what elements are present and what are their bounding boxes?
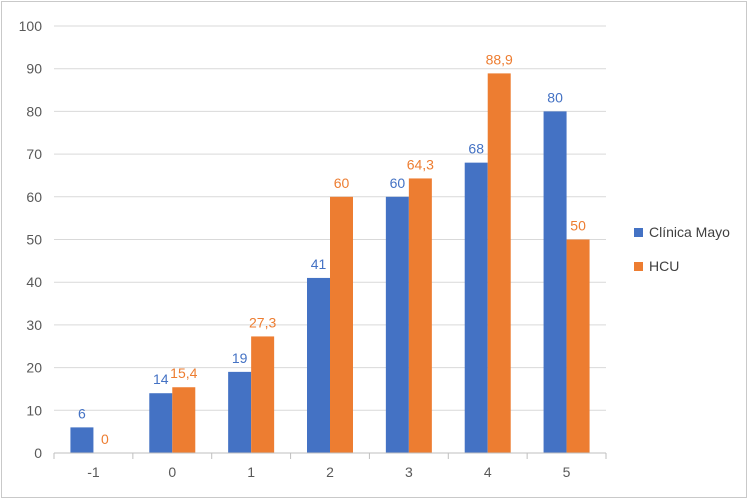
legend: Clínica Mayo HCU xyxy=(634,224,730,274)
bar-clinica-mayo xyxy=(307,277,330,453)
y-tick-label: 30 xyxy=(26,317,42,333)
data-label-clinica-mayo: 60 xyxy=(390,175,406,191)
x-tick-label: 3 xyxy=(405,464,413,480)
legend-swatch-clinica-mayo xyxy=(634,228,643,237)
data-label-hcu: 64,3 xyxy=(407,156,434,172)
y-tick-label: 70 xyxy=(26,146,42,162)
bar-clinica-mayo xyxy=(149,393,173,453)
bar-hcu xyxy=(566,239,590,453)
x-tick-label: 0 xyxy=(168,464,176,480)
legend-label-clinica-mayo: Clínica Mayo xyxy=(649,224,730,240)
y-tick-label: 100 xyxy=(19,18,43,34)
x-tick-label: 2 xyxy=(326,464,334,480)
y-tick-label: 80 xyxy=(26,103,42,119)
data-label-clinica-mayo: 19 xyxy=(232,350,248,366)
legend-label-hcu: HCU xyxy=(649,258,679,274)
data-label-hcu: 60 xyxy=(334,175,350,191)
bar-clinica-mayo xyxy=(385,196,409,454)
data-label-clinica-mayo: 68 xyxy=(468,141,484,157)
x-tick-label: 5 xyxy=(563,464,571,480)
bar-clinica-mayo xyxy=(543,111,567,454)
y-tick-label: 0 xyxy=(34,445,42,461)
data-label-hcu: 50 xyxy=(570,218,586,234)
data-label-hcu: 0 xyxy=(101,431,109,447)
y-tick-label: 90 xyxy=(26,61,42,77)
y-axis-ticks: 0 10 20 30 40 50 60 70 80 90 100 xyxy=(19,18,43,461)
x-tick-label: 1 xyxy=(247,464,255,480)
bar-clinica-mayo xyxy=(464,162,488,453)
bars xyxy=(70,73,590,454)
x-tick-label: 4 xyxy=(484,464,492,480)
legend-swatch-hcu xyxy=(634,262,643,271)
data-label-clinica-mayo: 14 xyxy=(153,371,169,387)
bar-clinica-mayo xyxy=(70,427,94,453)
bar-clinica-mayo xyxy=(228,371,252,453)
x-tick-label: -1 xyxy=(87,464,100,480)
bar-hcu xyxy=(408,178,432,453)
bar-hcu xyxy=(172,387,196,453)
y-tick-label: 20 xyxy=(26,360,42,376)
x-axis: -1 0 1 2 3 4 5 xyxy=(53,452,607,480)
y-tick-label: 10 xyxy=(26,402,42,418)
data-label-hcu: 88,9 xyxy=(486,51,513,67)
data-label-clinica-mayo: 80 xyxy=(547,89,563,105)
bar-hcu xyxy=(487,73,511,453)
data-label-clinica-mayo: 6 xyxy=(78,405,86,421)
y-tick-label: 60 xyxy=(26,189,42,205)
data-label-hcu: 15,4 xyxy=(170,365,197,381)
bar-hcu xyxy=(330,196,353,454)
y-tick-label: 50 xyxy=(26,232,42,248)
bar-hcu xyxy=(251,336,275,453)
data-label-hcu: 27,3 xyxy=(249,314,276,330)
y-tick-label: 40 xyxy=(26,274,42,290)
data-label-clinica-mayo: 41 xyxy=(311,256,327,272)
